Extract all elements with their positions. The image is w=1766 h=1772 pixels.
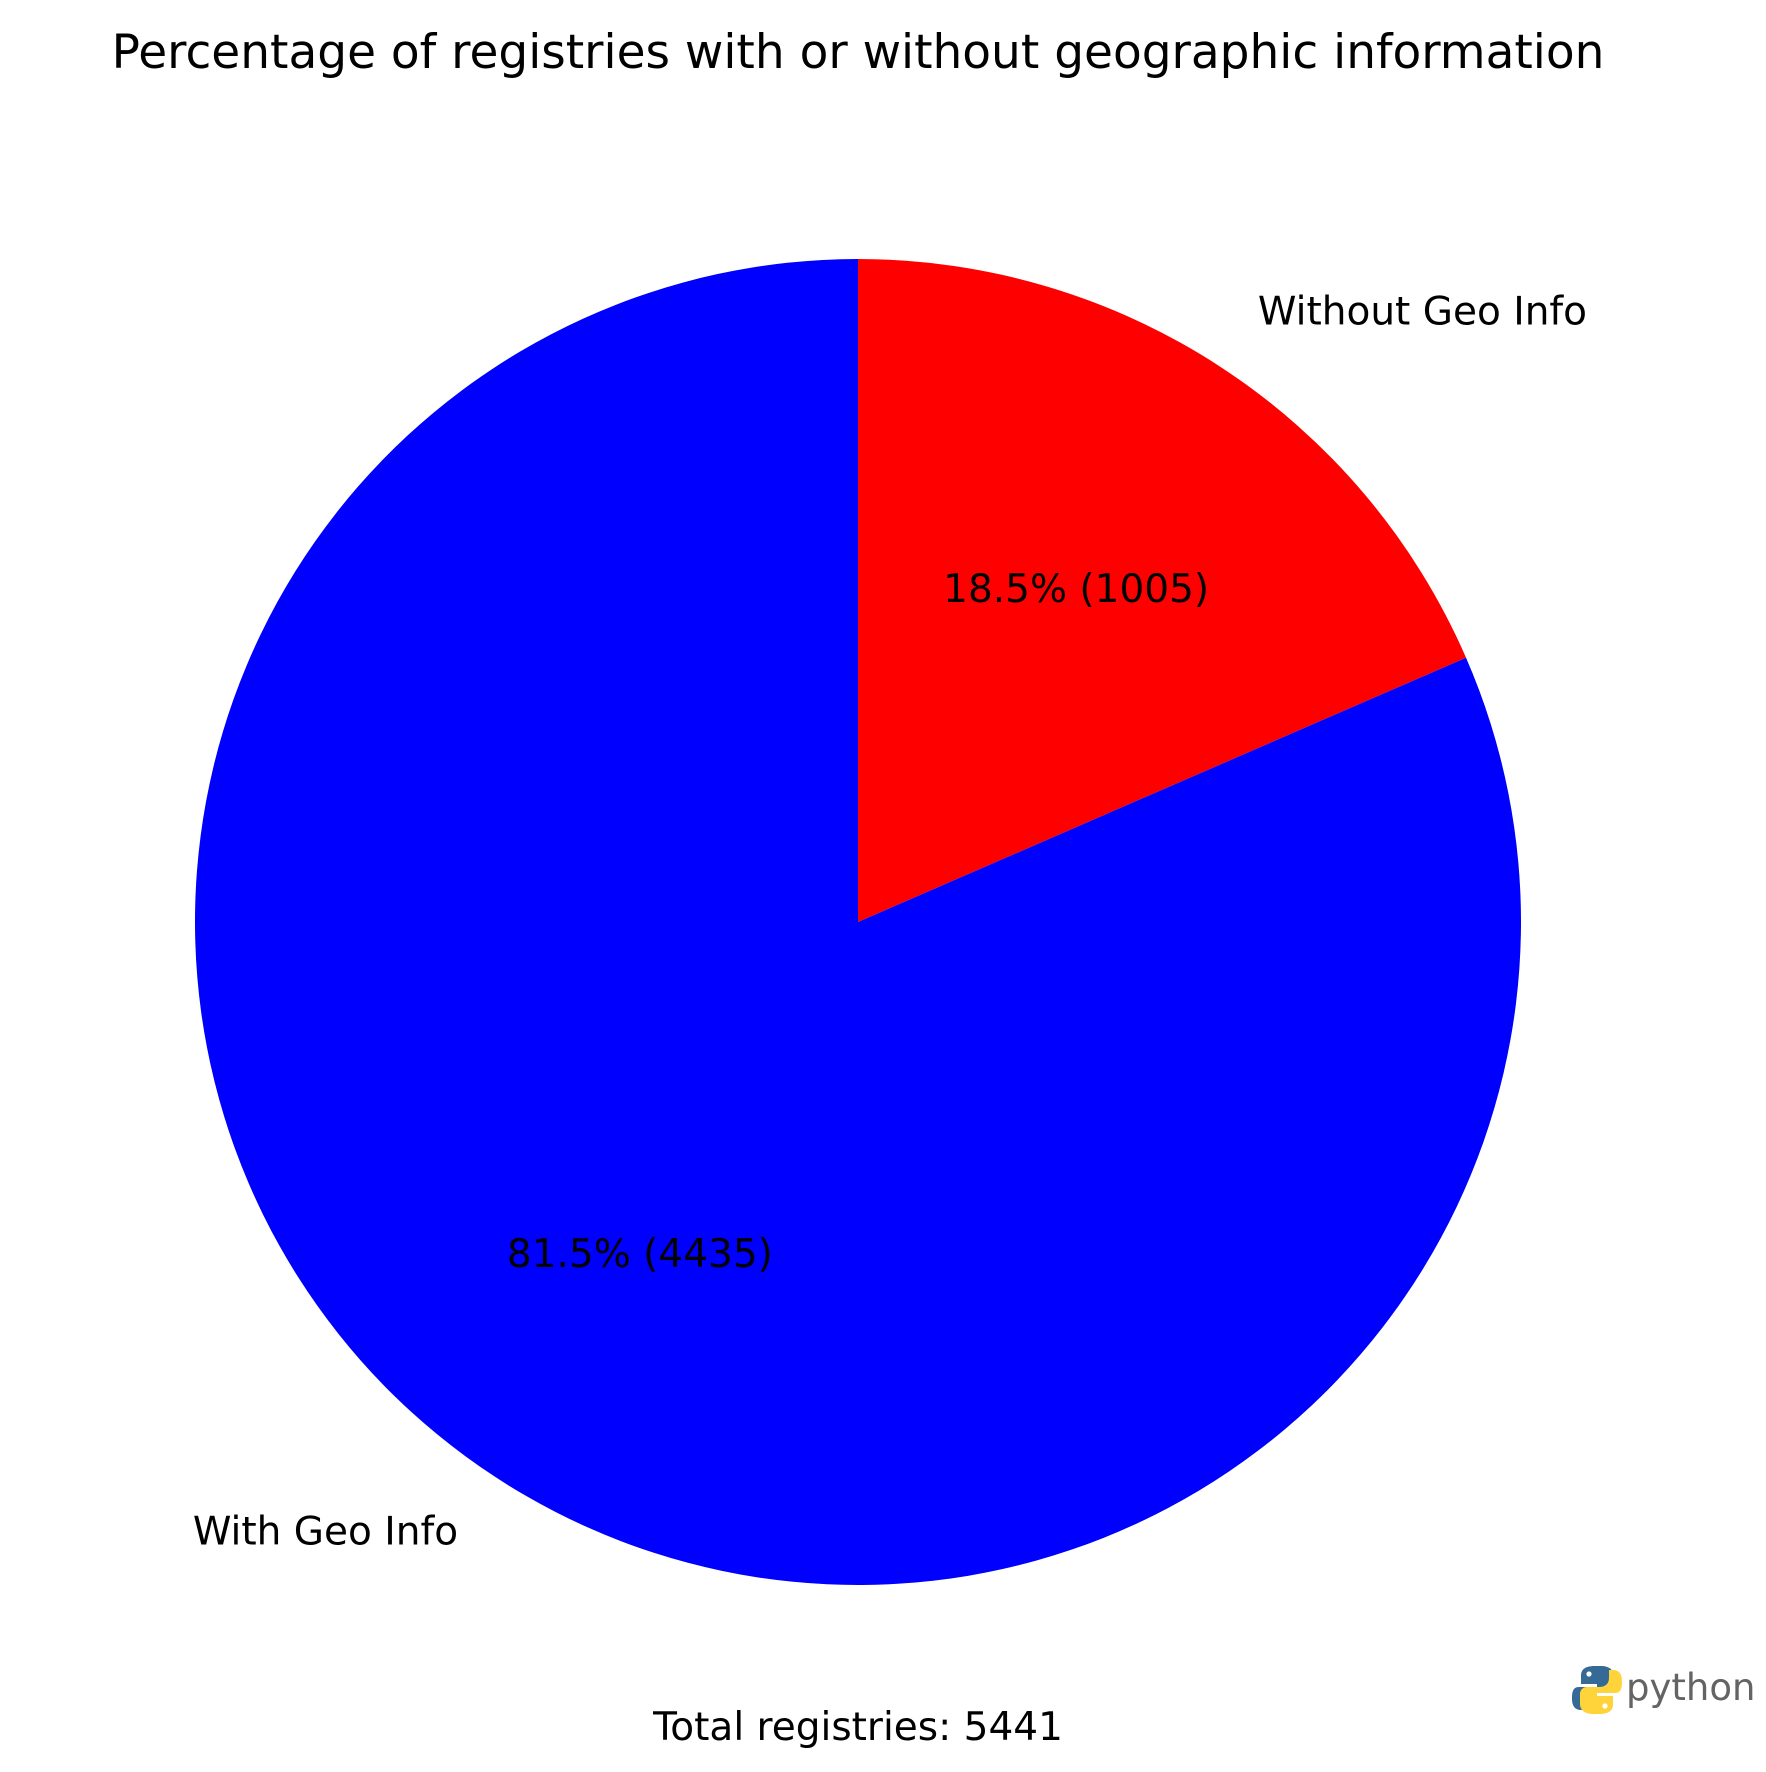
pie-slice-without-geo-info	[858, 259, 1467, 922]
python-logo-eye-top	[1586, 1671, 1592, 1677]
pie-slices	[195, 259, 1522, 1585]
total-registries-label: Total registries: 5441	[652, 1705, 1063, 1750]
pie-labels: 18.5% (1005) Without Geo Info 81.5% (4435)…	[193, 290, 1587, 1555]
pie-slice-with-geo-info	[195, 259, 1522, 1585]
pie-category-label: With Geo Info	[193, 1509, 458, 1554]
python-logo-eye-bottom	[1602, 1703, 1608, 1709]
pie-percent-label: 18.5% (1005)	[943, 567, 1209, 612]
python-logo: python	[1572, 1666, 1755, 1714]
pie-category-label: Without Geo Info	[1258, 290, 1587, 335]
python-logo-text: python	[1626, 1666, 1755, 1709]
python-logo-icon	[1572, 1666, 1622, 1714]
pie-percent-label: 81.5% (4435)	[507, 1232, 773, 1277]
python-logo-yellow-snake	[1580, 1670, 1622, 1714]
chart-title: Percentage of registries with or without…	[112, 25, 1605, 80]
